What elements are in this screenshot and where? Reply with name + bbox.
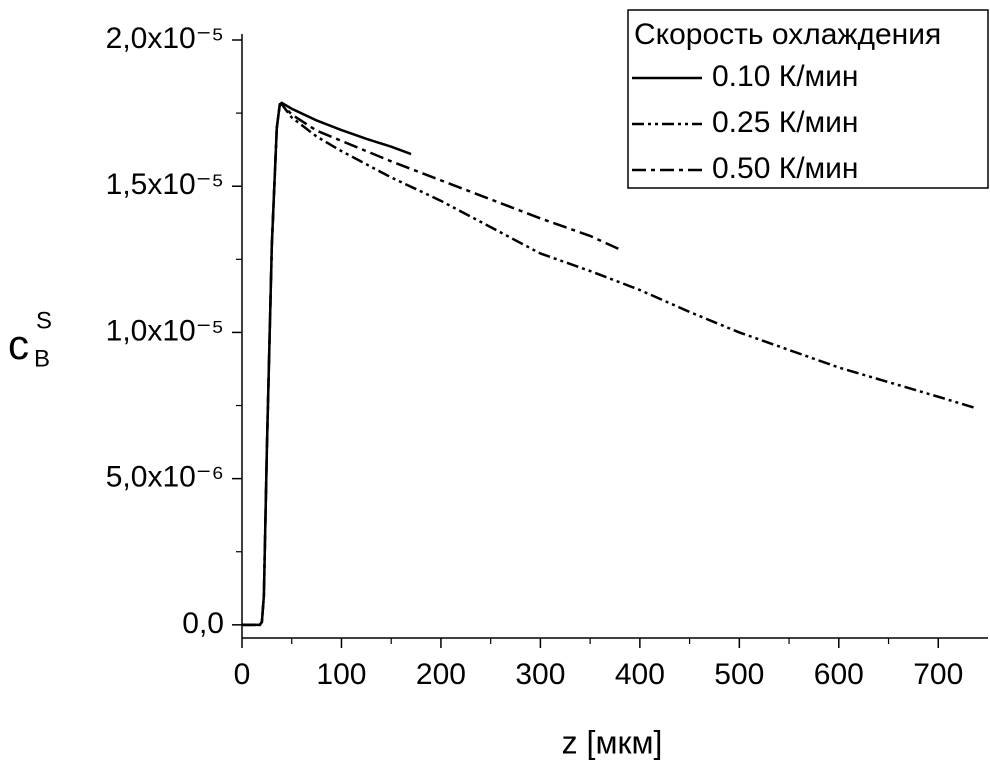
y-axis-label-sup: S [36,307,52,334]
series-line [242,102,622,627]
y-tick-label: 5,0x10⁻⁶ [106,461,224,494]
y-axis-label-sub: B [34,345,50,372]
legend-title: Скорость охлаждения [634,18,941,51]
x-tick-label: 100 [316,658,366,691]
x-tick-label: 700 [913,658,963,691]
x-tick-label: 400 [615,658,665,691]
y-tick-label: 1,0x10⁻⁵ [106,314,224,347]
x-tick-label: 500 [714,658,764,691]
series-line [242,103,976,627]
x-axis-label: z [мкм] [562,724,663,760]
legend-label: 0.50 К/мин [712,152,858,185]
x-tick-label: 200 [416,658,466,691]
y-axis-label: c [8,321,29,368]
x-tick-label: 600 [814,658,864,691]
legend-label: 0.10 К/мин [712,60,858,93]
x-tick-label: 300 [515,658,565,691]
legend-label: 0.25 К/мин [712,106,858,139]
y-tick-label: 2,0x10⁻⁵ [106,22,224,55]
series-line [242,101,412,627]
x-tick-label: 0 [234,658,251,691]
y-tick-label: 0,0 [182,607,224,640]
legend-box [627,9,989,189]
y-tick-label: 1,5x10⁻⁵ [106,168,224,201]
